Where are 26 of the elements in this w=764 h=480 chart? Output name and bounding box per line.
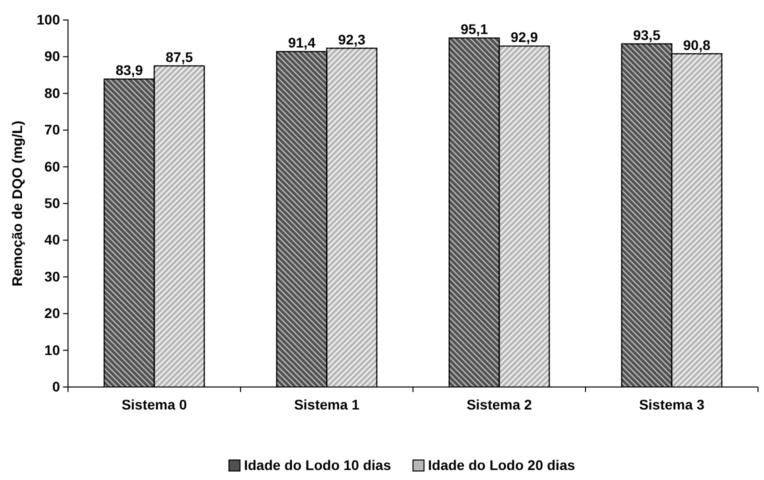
x-tick-label: Sistema 3 bbox=[639, 396, 705, 413]
x-tick-label: Sistema 1 bbox=[294, 396, 360, 413]
y-tick-label: 10 bbox=[44, 342, 60, 358]
y-axis-title: Remoção de DQO (mg/L) bbox=[9, 120, 25, 286]
y-tick-label: 80 bbox=[44, 84, 60, 101]
y-tick-label: 100 bbox=[36, 11, 60, 28]
data-label: 91,4 bbox=[288, 34, 316, 51]
y-tick-label: 30 bbox=[44, 268, 60, 284]
y-tick-label: 0 bbox=[52, 378, 60, 394]
legend-label: Idade do Lodo 10 dias bbox=[244, 457, 392, 473]
data-label: 95,1 bbox=[460, 20, 488, 37]
y-tick-label: 20 bbox=[44, 305, 60, 322]
y-tick-label: 40 bbox=[44, 232, 60, 248]
y-tick-label: 60 bbox=[44, 158, 60, 174]
data-label: 92,9 bbox=[510, 29, 538, 46]
data-label: 90,8 bbox=[683, 36, 711, 53]
y-tick-label: 70 bbox=[44, 122, 60, 138]
y-tick-label: 50 bbox=[44, 194, 60, 211]
x-tick-label: Sistema 0 bbox=[122, 396, 188, 413]
y-tick-label: 90 bbox=[44, 48, 60, 64]
data-label: 87,5 bbox=[166, 48, 194, 65]
data-label: 83,9 bbox=[116, 62, 144, 78]
x-tick-label: Sistema 2 bbox=[466, 396, 532, 413]
data-label: 92,3 bbox=[338, 31, 366, 48]
legend-label: Idade do Lodo 20 dias bbox=[428, 457, 576, 473]
data-label: 93,5 bbox=[633, 26, 661, 43]
